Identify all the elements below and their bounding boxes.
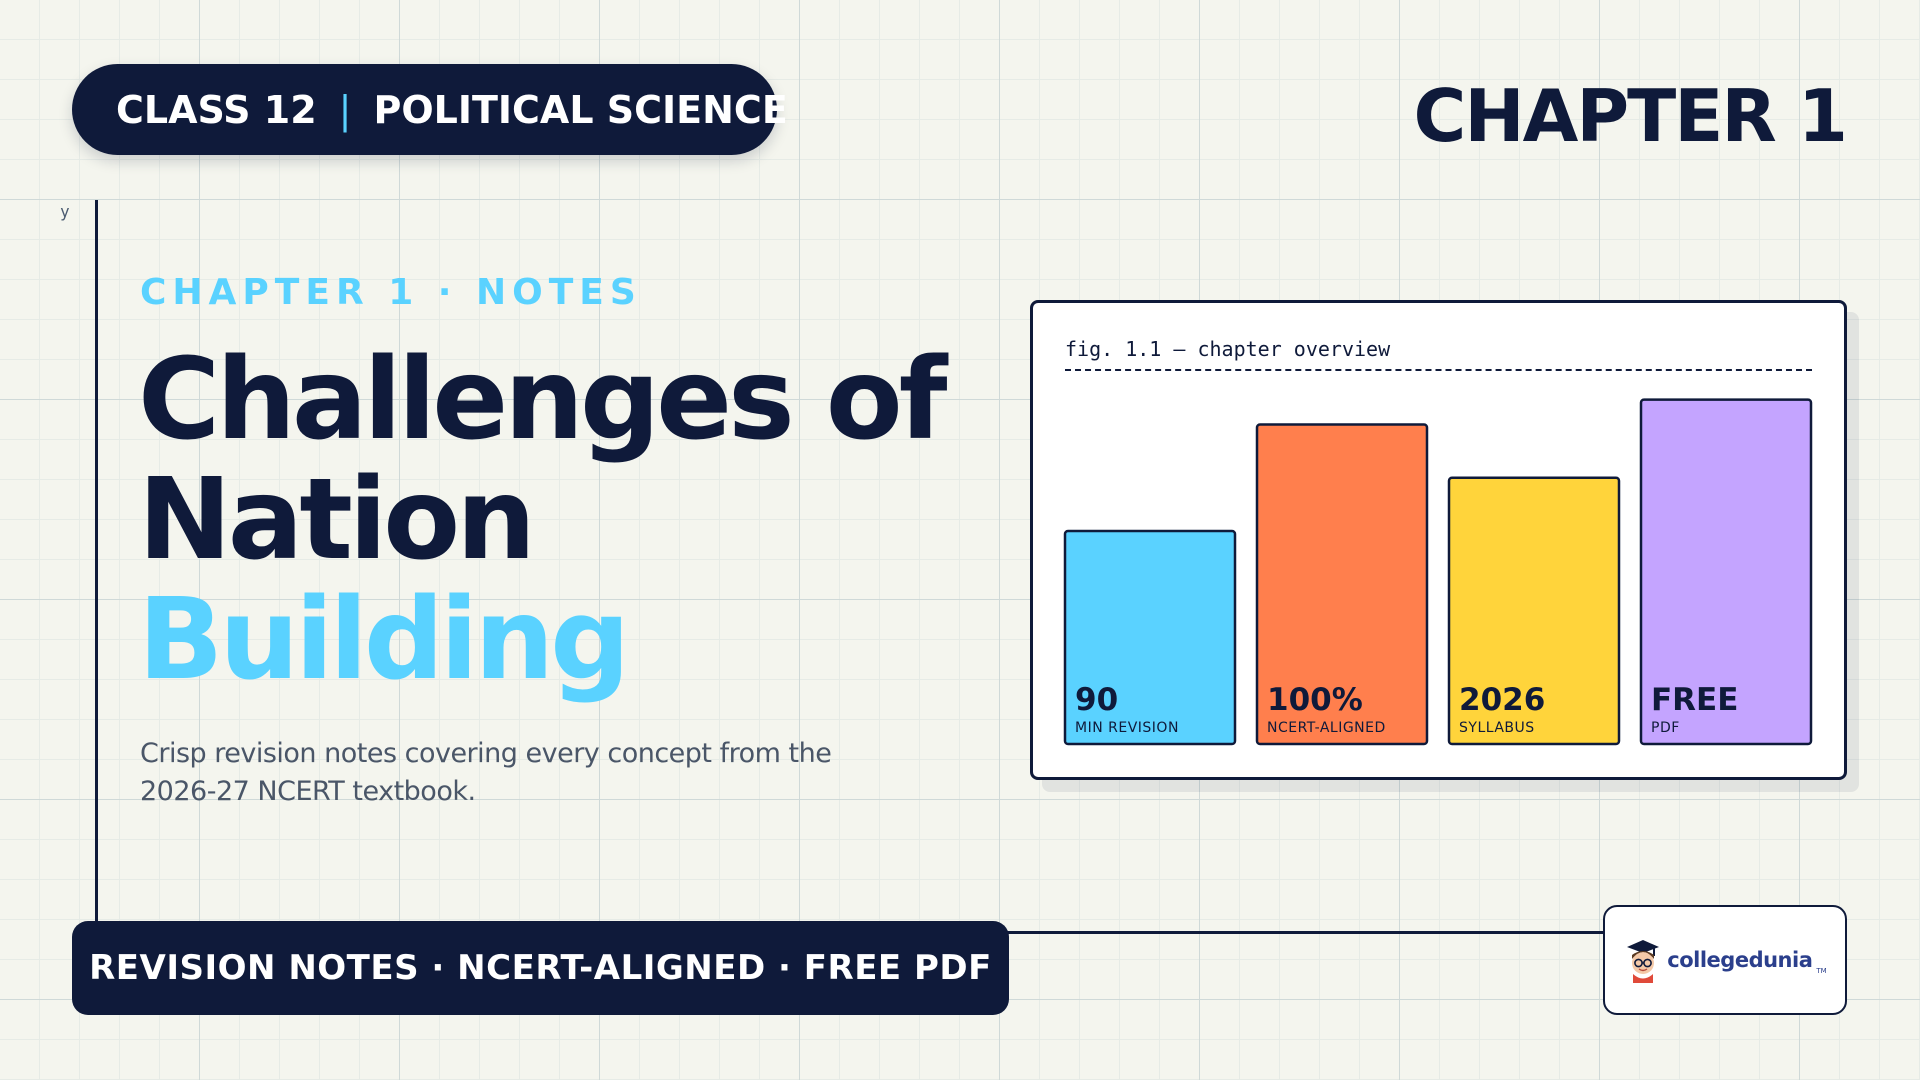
bar-category-label: NCERT-ALIGNED [1267,720,1386,736]
title-accent: Building [138,575,630,705]
title-line-2: Nation [138,455,536,585]
chart-bar [1255,423,1429,746]
subject-label: POLITICAL SCIENCE [373,87,788,132]
tagline-text: REVISION NOTES · NCERT-ALIGNED · FREE PD… [89,948,992,988]
bar-value-label: 2026 [1459,682,1545,718]
bar-value-label: FREE [1651,682,1738,718]
y-axis-line [95,200,98,935]
subtitle: Crisp revision notes covering every conc… [140,738,832,807]
chart-bar [1447,476,1621,746]
title-line-1: Challenges of [138,335,947,465]
brand-logo[interactable]: collegedunia TM [1603,905,1847,1015]
bar-category-label: MIN REVISION [1075,720,1179,736]
figure-dashed-rule [1065,369,1812,371]
bar-value-label: 90 [1075,682,1118,718]
chart-bar [1063,529,1237,746]
class-label: CLASS 12 [116,87,317,132]
logo-trademark: TM [1816,967,1827,975]
chart-bar [1639,398,1813,746]
pill-separator: | [338,87,352,132]
eyebrow-text: CHAPTER 1 · NOTES [140,272,642,313]
bar-chart: 90 MIN REVISION 100% NCERT-ALIGNED 2026 SYLLA… [1063,398,1813,746]
y-axis-label: y [60,202,70,221]
figure-caption: fig. 1.1 — chapter overview [1065,337,1391,361]
graduate-mascot-icon [1627,940,1660,983]
class-subject-pill: CLASS 12 | POLITICAL SCIENCE [72,64,788,155]
page-title: Challenges of Nation Building [138,340,998,700]
bar-category-label: PDF [1651,720,1680,736]
bar-category-label: SYLLABUS [1459,720,1535,736]
figure-card: fig. 1.1 — chapter overview 90 MIN REVISI… [1030,300,1847,780]
bar-value-label: 100% [1267,682,1363,718]
tagline-pill: REVISION NOTES · NCERT-ALIGNED · FREE PD… [72,921,1009,1015]
logo-wordmark: collegedunia [1667,948,1813,972]
chapter-heading: CHAPTER 1 [1413,74,1848,158]
